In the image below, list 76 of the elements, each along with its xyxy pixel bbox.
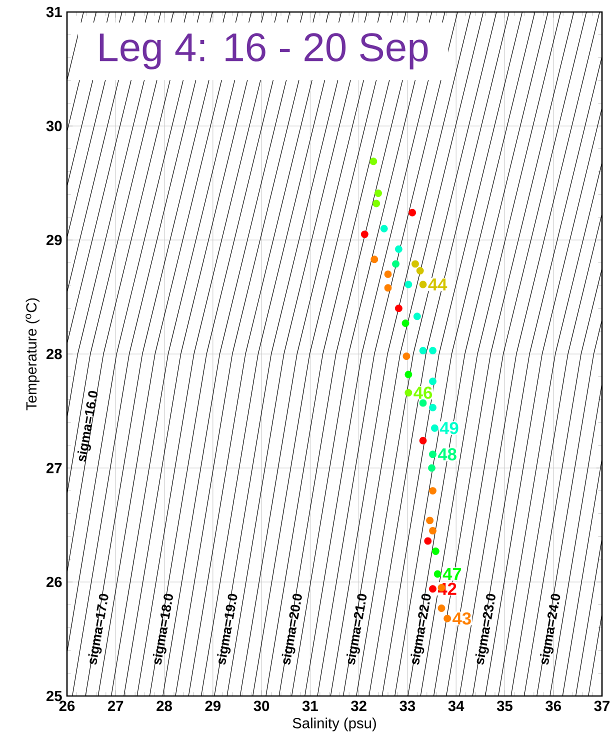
y-tick-label: 29 [46,234,62,246]
x-tick-label: 33 [400,700,416,712]
point [419,436,427,444]
point [429,346,436,354]
x-tick-label: 26 [59,700,75,712]
point [419,280,427,288]
point [394,245,402,253]
annotation: sigma=17.0 [88,594,108,665]
annotation: sigma=20.0 [282,594,302,665]
x-tick-label: 28 [156,700,172,712]
point [402,352,410,360]
x-tick-label: 27 [108,700,124,711]
point [384,270,392,278]
series-label: 48 [438,448,456,460]
point [429,450,436,458]
chart-title: Leg 4: 16 - 20 Sep [100,33,428,70]
point [404,280,412,288]
point [429,487,436,495]
annotation: sigma=24.0 [540,594,560,665]
y-tick-label: 27 [46,462,62,474]
x-tick-label: 36 [546,700,561,712]
annotation: sigma=23.0 [475,594,496,665]
series-label: 49 [440,422,458,434]
point [374,190,382,197]
x-tick-label: 30 [254,700,270,712]
annotation: sigma=16.0 [77,390,98,462]
x-tick-label: 31 [302,700,318,712]
x-axis-title: Salinity (psu) [292,718,376,732]
point [370,256,378,264]
point [384,284,392,292]
y-tick-label: 30 [46,120,62,132]
point [434,570,442,578]
annotation: sigma=22.0 [410,594,431,665]
point [419,399,427,407]
x-tick-label: 29 [205,700,221,712]
annotation: sigma=18.0 [152,594,173,665]
point [429,526,436,534]
point [429,378,436,386]
point [394,304,402,312]
point [360,230,368,238]
point [408,208,416,216]
point [392,260,400,268]
x-tick-label: 37 [594,700,610,712]
series-label: 44 [428,278,448,290]
point [444,614,452,622]
y-tick-label: 25 [46,690,62,702]
point [404,389,412,396]
y-axis-title: Temperature ($^{o}$C) [26,298,40,410]
point [429,404,436,412]
y-tick-label: 28 [46,348,62,360]
x-tick-label: 34 [448,700,464,712]
y-tick-label: 26 [46,576,62,588]
point [416,267,424,275]
point [402,319,410,327]
series-label: 43 [452,612,471,625]
x-tick-label: 35 [496,700,512,712]
point [419,346,427,354]
point [404,370,412,378]
series-label: 47 [442,568,462,580]
point [411,260,419,268]
point [432,547,440,555]
point [424,537,432,545]
point [428,464,436,472]
point [372,200,380,208]
point [413,312,421,320]
point [426,516,434,524]
point [430,424,438,432]
point [429,585,436,593]
y-tick-label: 31 [46,6,62,18]
point [370,158,378,166]
series-label: 46 [414,386,432,399]
point [438,604,446,612]
x-tick-label: 32 [350,700,366,712]
annotation: sigma=21.0 [346,594,367,665]
annotation: sigma=19.0 [217,594,238,665]
point [380,224,388,232]
